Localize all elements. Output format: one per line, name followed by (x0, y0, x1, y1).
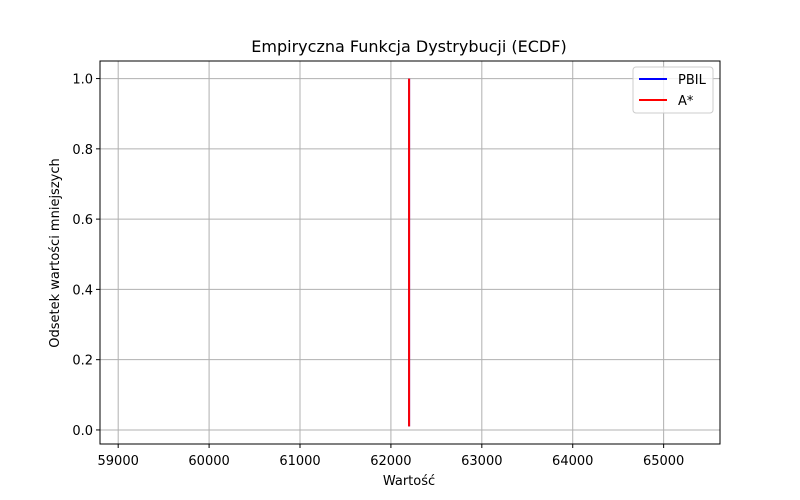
legend: PBIL A* (632, 66, 714, 114)
x-tick-label: 64000 (552, 454, 593, 469)
tick-layer: 59000 60000 61000 62000 63000 64000 65000 0.0 0.… (72, 73, 684, 469)
chart-title: Empiryczna Funkcja Dystrybucji (ECDF) (251, 37, 566, 56)
x-tick-label: 61000 (279, 454, 320, 469)
plot-frame (99, 60, 721, 445)
x-tick-label: 59000 (98, 454, 139, 469)
y-tick-label: 1.0 (72, 73, 93, 88)
y-tick-label: 0.6 (72, 213, 93, 228)
y-tick-label: 0.8 (72, 143, 93, 158)
legend-label-astar: A* (678, 94, 694, 109)
x-tick-label: 60000 (188, 454, 229, 469)
y-axis-label: Odsetek wartości mniejszych (48, 158, 63, 347)
x-tick-label: 63000 (461, 454, 502, 469)
y-tick-label: 0.4 (72, 283, 93, 298)
legend-label-pbil: PBIL (678, 73, 707, 88)
y-tick-label: 0.0 (72, 424, 93, 439)
x-axis-label: Wartość (383, 474, 435, 489)
x-tick-label: 65000 (643, 454, 684, 469)
y-tick-label: 0.2 (72, 354, 93, 369)
x-tick-label: 62000 (370, 454, 411, 469)
